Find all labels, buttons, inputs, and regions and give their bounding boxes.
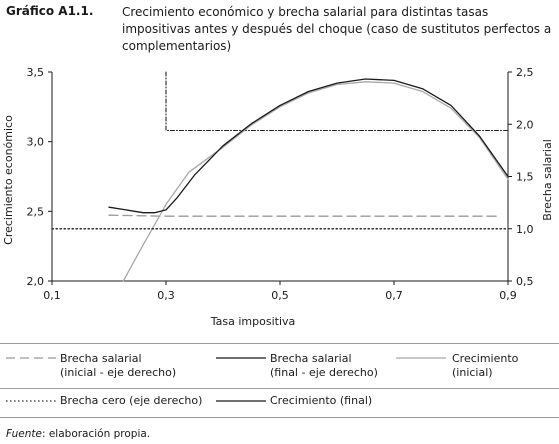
x-tick-label: 0,5 bbox=[271, 289, 289, 302]
chart-axes bbox=[51, 72, 509, 282]
legend-label-line: Crecimiento (final) bbox=[270, 394, 373, 407]
series-crecimiento-inicial bbox=[122, 81, 509, 282]
legend-label-line: (final - eje derecho) bbox=[270, 366, 378, 379]
legend-middle-rule bbox=[0, 388, 559, 389]
legend-label-line: Brecha salarial bbox=[270, 352, 352, 365]
y-left-tick-label: 3,5 bbox=[27, 66, 45, 79]
y-right-tick-label: 1,5 bbox=[516, 171, 534, 184]
legend-swatch bbox=[216, 400, 266, 402]
x-tick-label: 0,9 bbox=[499, 289, 517, 302]
source-note: Fuente: elaboración propia. bbox=[6, 428, 150, 440]
legend-label-line: Brecha cero (eje derecho) bbox=[60, 394, 203, 407]
legend-label-line: Brecha salarial bbox=[60, 352, 142, 365]
legend-swatch bbox=[396, 357, 446, 359]
legend-swatch bbox=[216, 357, 266, 359]
source-label: Fuente bbox=[6, 428, 42, 440]
legend-label: Brecha salarial (final - eje derecho) bbox=[270, 352, 378, 380]
y-right-tick-label: 1,0 bbox=[516, 223, 534, 236]
source-text: : elaboración propia. bbox=[41, 428, 151, 440]
y-left-tick-label: 2,0 bbox=[27, 275, 45, 288]
chart: 0,1 0,3 0,5 0,7 0,9 2,0 2,5 3,0 3,5 0,5 1,0 1,5 2,0 2… bbox=[2, 66, 554, 328]
x-tick-label: 0,7 bbox=[385, 289, 403, 302]
x-axis-label: Tasa impositiva bbox=[210, 315, 296, 328]
chart-series bbox=[51, 71, 509, 282]
x-tick-label: 0,1 bbox=[43, 289, 61, 302]
y-axis-left-label: Crecimiento económico bbox=[2, 115, 15, 245]
legend-swatch bbox=[6, 357, 56, 359]
y-right-tick-label: 2,0 bbox=[516, 118, 534, 131]
y-left-tick-label: 2,5 bbox=[27, 205, 45, 218]
legend-bottom-rule bbox=[0, 417, 559, 418]
legend-label: Brecha salarial (inicial - eje derecho) bbox=[60, 352, 176, 380]
y-axis-right-label: Brecha salarial bbox=[541, 139, 554, 221]
series-brecha-salarial-inicial-eje-derecho bbox=[108, 214, 498, 217]
series-brecha-salarial-final-eje-derecho bbox=[165, 71, 509, 132]
figure-number: Gráfico A1.1. bbox=[6, 4, 94, 18]
legend-swatch bbox=[6, 400, 56, 402]
y-right-tick-label: 2,5 bbox=[516, 66, 534, 79]
legend-label: Crecimiento (final) bbox=[270, 394, 372, 408]
x-tick-label: 0,3 bbox=[157, 289, 175, 302]
y-left-tick-label: 3,0 bbox=[27, 136, 45, 149]
legend-label: Brecha cero (eje derecho) bbox=[60, 394, 202, 408]
legend-label-line: Crecimiento (inicial) bbox=[452, 352, 519, 379]
legend-label-line: (inicial - eje derecho) bbox=[60, 366, 177, 379]
y-right-tick-label: 0,5 bbox=[516, 275, 534, 288]
legend-top-rule bbox=[0, 343, 559, 344]
legend-label: Crecimiento (inicial) bbox=[452, 352, 559, 380]
chart-title: Crecimiento económico y brecha salarial … bbox=[122, 5, 552, 53]
series-crecimiento-final bbox=[108, 78, 509, 214]
chart-ticks: 0,1 0,3 0,5 0,7 0,9 2,0 2,5 3,0 3,5 0,5 1,0 1,5 2,0 2… bbox=[27, 66, 534, 302]
